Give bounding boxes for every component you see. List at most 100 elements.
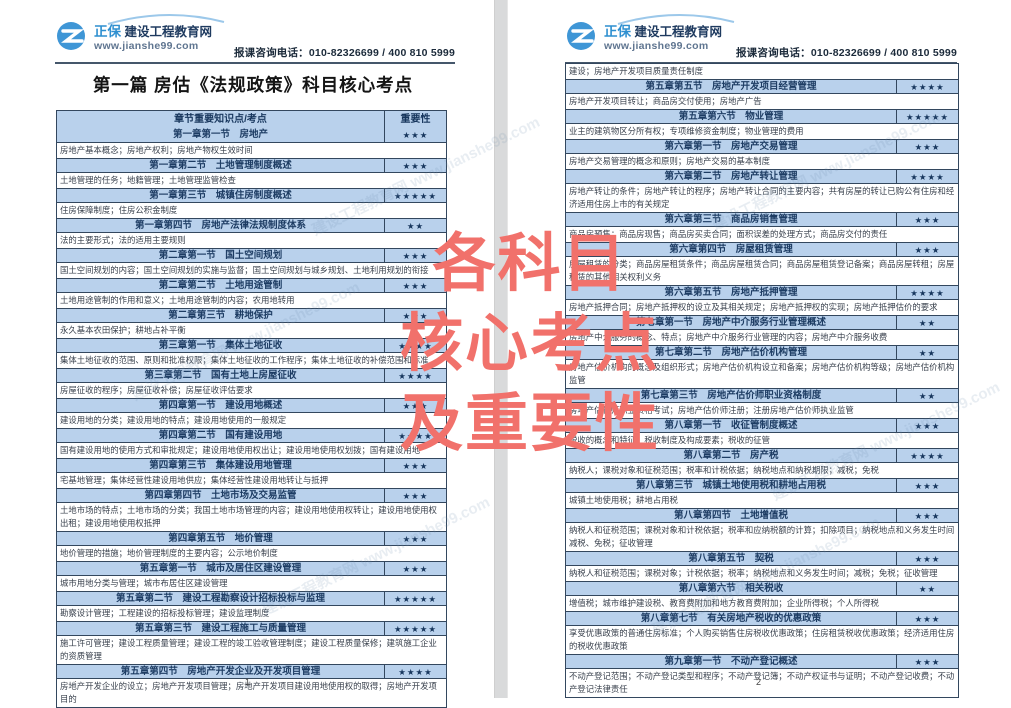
importance-stars: ★★★ — [384, 249, 446, 262]
importance-stars: ★★★★ — [896, 170, 958, 183]
section-title: 第二章第二节 土地用途管制 — [158, 280, 283, 291]
page1-header: 正保 建设工程教育网 www.jianshe99.com 报课咨询电话：010-… — [55, 13, 455, 64]
importance-stars: ★★★★ — [896, 449, 958, 462]
content-row: 法的主要形式；法的适用主要规则 — [57, 232, 446, 248]
section-title: 第八章第七节 有关房地产税收的优惠政策 — [640, 613, 822, 624]
section-row: 第六章第二节 房地产转让管理 ★★★★ — [566, 169, 958, 183]
section-title: 第五章第三节 建设工程施工与质量管理 — [134, 623, 306, 634]
section-title: 第八章第四节 土地增值税 — [673, 510, 788, 521]
section-title: 第六章第五节 房地产抵押管理 — [664, 287, 798, 298]
importance-stars: ★★★ — [384, 562, 446, 575]
importance-stars: ★★ — [896, 346, 958, 359]
section-row: 第八章第三节 城镇土地使用税和耕地占用税 ★★★ — [566, 478, 958, 492]
section-row: 第五章第三节 建设工程施工与质量管理 ★★★★★ — [57, 621, 446, 635]
section-title: 第一章第四节 房地产法律法规制度体系 — [134, 220, 306, 231]
content-row: 房地产抵押合同；房地产抵押权的设立及其相关规定；房地产抵押权的实现；房地产抵押估… — [566, 299, 958, 315]
section-title: 第八章第六节 相关税收 — [678, 583, 784, 594]
importance-stars: ★★ — [896, 389, 958, 402]
table-header-knowledge: 章节重要知识点/考点 — [174, 114, 267, 125]
brand-zheng: 正保 — [604, 24, 631, 39]
section-row: 第一章第四节 房地产法律法规制度体系 ★★ — [57, 218, 446, 232]
importance-stars: ★★★ — [896, 612, 958, 625]
section-row: 第五章第二节 建设工程勘察设计招标投标与监理 ★★★★★ — [57, 591, 446, 605]
content-row: 房地产交易管理的概念和原则；房地产交易的基本制度 — [566, 153, 958, 169]
section-row: 第六章第一节 房地产交易管理 ★★★ — [566, 139, 958, 153]
phone-line: 报课咨询电话：010-82326699 / 400 810 5999 — [233, 47, 455, 59]
brand-name: 正保 建设工程教育网 — [604, 20, 722, 40]
section-row: 第四章第四节 土地市场及交易监管 ★★★ — [57, 488, 446, 502]
section-row: 第三章第一节 集体土地征收 ★★★★ — [57, 338, 446, 352]
importance-stars: ★★★★ — [384, 665, 446, 678]
content-row: 土地市场的特点；土地市场的分类；我国土地市场管理的内容；建设用地使用权转让；建设… — [57, 502, 446, 531]
section-row: 第六章第三节 商品房销售管理 ★★★ — [566, 212, 958, 226]
brand-logo: 正保 建设工程教育网 www.jianshe99.com — [565, 13, 735, 52]
importance-stars: ★★★★★ — [384, 592, 446, 605]
brand-rest: 建设工程教育网 — [124, 25, 212, 39]
section-title: 第七章第二节 房地产估价机构管理 — [654, 347, 807, 358]
right-exam-points-table: 建设；房地产开发项目质量责任制度 第五章第五节 房地产开发项目经营管理 ★★★★ 房地… — [565, 63, 959, 698]
content-row: 永久基本农田保护；耕地占补平衡 — [57, 322, 446, 338]
content-row: 土地用途管制的作用和意义；土地用途管制的内容；农用地转用 — [57, 292, 446, 308]
content-row: 土地管理的任务；地籍管理；土地管理监管检查 — [57, 172, 446, 188]
content-row: 国有建设用地的使用方式和审批规定；建设用地使用权出让；建设用地使用权划拨；国有建… — [57, 442, 446, 458]
importance-stars: ★★★ — [384, 532, 446, 545]
section-row: 第五章第五节 房地产开发项目经营管理 ★★★★ — [566, 79, 958, 93]
content-row: 税收的概念和特征；税收制度及构成要素；税收的征管 — [566, 432, 958, 448]
phone-line: 报课咨询电话：010-82326699 / 400 810 5999 — [735, 47, 957, 59]
page-number-1: 1 — [244, 677, 250, 687]
brand-name: 正保 建设工程教育网 — [94, 20, 212, 40]
importance-stars: ★★★ — [384, 459, 446, 472]
content-row: 房屋征收的程序；房屋征收补偿；房屋征收评估要求 — [57, 382, 446, 398]
content-row: 集体土地征收的范围、原则和批准权限；集体土地征收的工作程序；集体土地征收的补偿范… — [57, 352, 446, 368]
content-row: 地价管理的措施；地价管理制度的主要内容；公示地价制度 — [57, 545, 446, 561]
content-row: 城镇土地使用税；耕地占用税 — [566, 492, 958, 508]
section-title: 第三章第一节 集体土地征收 — [158, 340, 283, 351]
footer-mark: · — [74, 676, 77, 686]
section-title: 第二章第三节 耕地保护 — [168, 310, 273, 321]
section-title: 第四章第一节 建设用地概述 — [158, 400, 283, 411]
section-row: 第二章第一节 国土空间规划 ★★★ — [57, 248, 446, 262]
section-title: 第一章第二节 土地管理制度概述 — [149, 160, 292, 171]
section-row: 第八章第四节 土地增值税 ★★★ — [566, 508, 958, 522]
content-row: 不动产登记范围；不动产登记类型和程序；不动产登记簿；不动产权证书与证明；不动产登… — [566, 668, 958, 697]
content-row: 房地产估价师职业资格考试；房地产估价师注册；注册房地产估价师执业监管 — [566, 402, 958, 418]
section-title: 第六章第一节 房地产交易管理 — [664, 141, 798, 152]
content-row: 勘察设计管理；工程建设的招标投标管理；建设监理制度 — [57, 605, 446, 621]
section-row: 第六章第五节 房地产抵押管理 ★★★★ — [566, 285, 958, 299]
importance-stars: ★★ — [896, 316, 958, 329]
content-row: 建设；房地产开发项目质量责任制度 — [566, 64, 958, 79]
importance-stars: ★★★★ — [896, 80, 958, 93]
page-title: 第一篇 房估《法规政策》科目核心考点 — [92, 75, 414, 95]
content-row: 纳税人和征税范围；课税对象；计税依据；税率；纳税地点和义务发生时间；减税；免税；… — [566, 565, 958, 581]
page-divider — [494, 0, 508, 698]
section-row: 第六章第四节 房屋租赁管理 ★★★ — [566, 242, 958, 256]
section-title: 第七章第三节 房地产估价师职业资格制度 — [640, 390, 822, 401]
section-title: 第八章第五节 契税 — [688, 553, 774, 564]
section-row: 第八章第二节 房产税 ★★★★ — [566, 448, 958, 462]
section-row: 第四章第三节 集体建设用地管理 ★★★ — [57, 458, 446, 472]
section-title: 第四章第二节 国有建设用地 — [158, 430, 283, 441]
section-row: 第七章第三节 房地产估价师职业资格制度 ★★ — [566, 388, 958, 402]
section-row: 第五章第四节 房地产开发企业及开发项目管理 ★★★★ — [57, 664, 446, 678]
importance-stars: ★★★ — [896, 552, 958, 565]
importance-stars: ★★★★★ — [384, 622, 446, 635]
importance-stars: ★★★ — [384, 489, 446, 502]
logo-arc-icon — [107, 13, 225, 25]
section-title: 第三章第二节 国有土地上房屋征收 — [144, 370, 297, 381]
content-row: 纳税人；课税对象和征税范围；税率和计税依据；纳税地点和纳税期限；减税；免税 — [566, 462, 958, 478]
importance-stars: ★★ — [896, 582, 958, 595]
section-row: 第四章第五节 地价管理 ★★★ — [57, 531, 446, 545]
importance-stars: ★★★★★ — [896, 110, 958, 123]
table-header-importance: 重要性 — [384, 111, 446, 128]
section-row: 第三章第二节 国有土地上房屋征收 ★★★★ — [57, 368, 446, 382]
content-row: 享受优惠政策的普通住房标准；个人购买销售住房税收优惠政策；住房租赁税收优惠政策；… — [566, 625, 958, 654]
section-title: 第四章第三节 集体建设用地管理 — [149, 460, 292, 471]
section-row: 第八章第五节 契税 ★★★ — [566, 551, 958, 565]
section-row: 第五章第一节 城市及居住区建设管理 ★★★ — [57, 561, 446, 575]
table-header-row: 章节重要知识点/考点 重要性 — [57, 111, 446, 128]
section-title: 第五章第五节 房地产开发项目经营管理 — [645, 81, 817, 92]
section-title: 第一章第三节 城镇住房制度概述 — [149, 190, 292, 201]
content-row: 业主的建筑物区分所有权；专项维修资金制度；物业管理的费用 — [566, 123, 958, 139]
importance-stars: ★★★ — [384, 159, 446, 172]
importance-stars: ★★ — [384, 219, 446, 232]
